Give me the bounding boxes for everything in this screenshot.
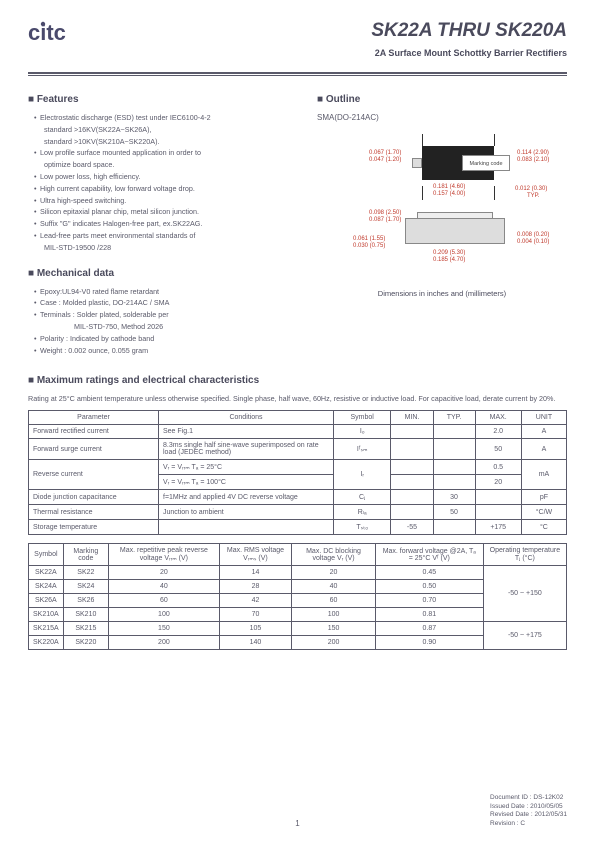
page-title: SK22A THRU SK220A [371, 20, 567, 42]
features-list: Electrostatic discharge (ESD) test under… [28, 113, 297, 254]
mechanical-heading: ■ Mechanical data [28, 268, 297, 279]
mechanical-list: Epoxy:UL94-V0 rated flame retardant Case… [28, 287, 297, 357]
parts-table: Symbol Marking code Max. repetitive peak… [28, 543, 567, 650]
logo: citc [28, 20, 88, 46]
maxratings-heading: ■ Maximum ratings and electrical charact… [28, 375, 567, 386]
svg-text:citc: citc [28, 20, 66, 45]
package-label: SMA(DO-214AC) [317, 113, 567, 122]
features-heading: ■ Features [28, 94, 297, 105]
outline-heading: ■ Outline [317, 94, 567, 105]
maxratings-desc: Rating at 25°C ambient temperature unles… [28, 394, 567, 404]
ratings-table: Parameter Conditions Symbol MIN. TYP. MA… [28, 410, 567, 535]
header-divider [28, 72, 567, 76]
dimension-caption: Dimensions in inches and (millimeters) [317, 289, 567, 298]
package-diagram: Marking code 0.067 (1.70) 0.047 (1.20) 0… [317, 128, 567, 283]
page-number: 1 [295, 819, 299, 828]
page-subtitle: 2A Surface Mount Schottky Barrier Rectif… [371, 48, 567, 58]
footer-info: Document ID : DS-12K02 Issued Date : 201… [490, 794, 567, 828]
